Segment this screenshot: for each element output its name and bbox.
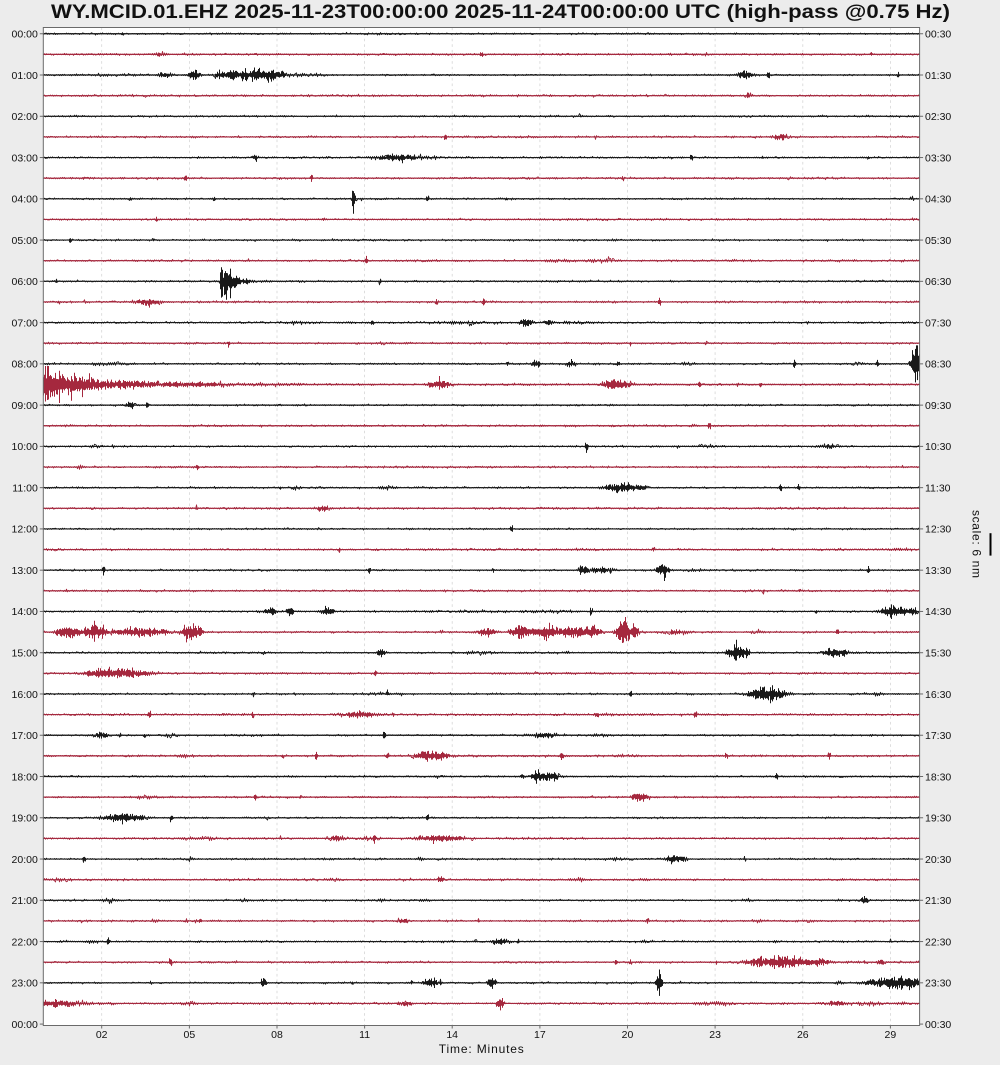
svg-text:19:30: 19:30	[925, 813, 951, 825]
svg-text:12:30: 12:30	[925, 524, 951, 536]
svg-text:04:00: 04:00	[12, 194, 38, 206]
svg-text:05:30: 05:30	[925, 235, 951, 247]
svg-text:00:30: 00:30	[925, 29, 951, 41]
svg-text:07:30: 07:30	[925, 317, 951, 329]
svg-text:20:00: 20:00	[12, 854, 38, 866]
svg-text:23:00: 23:00	[12, 978, 38, 990]
svg-text:18:00: 18:00	[12, 771, 38, 783]
svg-text:00:00: 00:00	[12, 29, 38, 41]
svg-text:08:00: 08:00	[12, 359, 38, 371]
svg-text:21:30: 21:30	[925, 895, 951, 907]
svg-text:11:30: 11:30	[925, 483, 951, 495]
svg-text:06:00: 06:00	[12, 276, 38, 288]
svg-text:07:00: 07:00	[12, 317, 38, 329]
svg-text:17:00: 17:00	[12, 730, 38, 742]
svg-text:01:30: 01:30	[925, 70, 951, 82]
svg-text:10:30: 10:30	[925, 441, 951, 453]
svg-text:16:30: 16:30	[925, 689, 951, 701]
svg-text:18:30: 18:30	[925, 771, 951, 783]
svg-text:29: 29	[885, 1029, 897, 1041]
svg-text:08: 08	[271, 1029, 283, 1041]
svg-text:26: 26	[797, 1029, 809, 1041]
svg-text:14: 14	[446, 1029, 458, 1041]
svg-text:13:30: 13:30	[925, 565, 951, 577]
svg-text:02: 02	[96, 1029, 108, 1041]
svg-text:14:00: 14:00	[12, 606, 38, 618]
svg-text:01:00: 01:00	[12, 70, 38, 82]
svg-text:23: 23	[709, 1029, 721, 1041]
svg-text:20: 20	[622, 1029, 634, 1041]
svg-text:02:30: 02:30	[925, 111, 951, 123]
svg-text:17: 17	[534, 1029, 546, 1041]
svg-text:11:00: 11:00	[12, 483, 38, 495]
svg-text:scale: 6 nm: scale: 6 nm	[969, 510, 983, 578]
svg-text:20:30: 20:30	[925, 854, 951, 866]
svg-text:21:00: 21:00	[12, 895, 38, 907]
svg-text:13:00: 13:00	[12, 565, 38, 577]
svg-text:02:00: 02:00	[12, 111, 38, 123]
svg-text:15:00: 15:00	[12, 648, 38, 660]
svg-text:22:30: 22:30	[925, 936, 951, 948]
svg-text:15:30: 15:30	[925, 648, 951, 660]
svg-text:10:00: 10:00	[12, 441, 38, 453]
svg-text:19:00: 19:00	[12, 813, 38, 825]
svg-text:06:30: 06:30	[925, 276, 951, 288]
svg-text:14:30: 14:30	[925, 606, 951, 618]
svg-text:17:30: 17:30	[925, 730, 951, 742]
svg-text:23:30: 23:30	[925, 978, 951, 990]
svg-text:11: 11	[359, 1029, 370, 1041]
svg-text:Time: Minutes: Time: Minutes	[439, 1042, 524, 1056]
svg-text:04:30: 04:30	[925, 194, 951, 206]
svg-text:WY.MCID.01.EHZ 2025-11-23T00:0: WY.MCID.01.EHZ 2025-11-23T00:00:00 2025-…	[51, 1, 950, 23]
svg-text:05: 05	[184, 1029, 196, 1041]
svg-text:08:30: 08:30	[925, 359, 951, 371]
svg-text:03:00: 03:00	[12, 152, 38, 164]
svg-text:16:00: 16:00	[12, 689, 38, 701]
svg-text:05:00: 05:00	[12, 235, 38, 247]
svg-text:00:00: 00:00	[12, 1019, 38, 1031]
svg-text:09:30: 09:30	[925, 400, 951, 412]
svg-text:22:00: 22:00	[12, 936, 38, 948]
svg-text:12:00: 12:00	[12, 524, 38, 536]
svg-text:00:30: 00:30	[925, 1019, 951, 1031]
svg-text:03:30: 03:30	[925, 152, 951, 164]
svg-text:09:00: 09:00	[12, 400, 38, 412]
